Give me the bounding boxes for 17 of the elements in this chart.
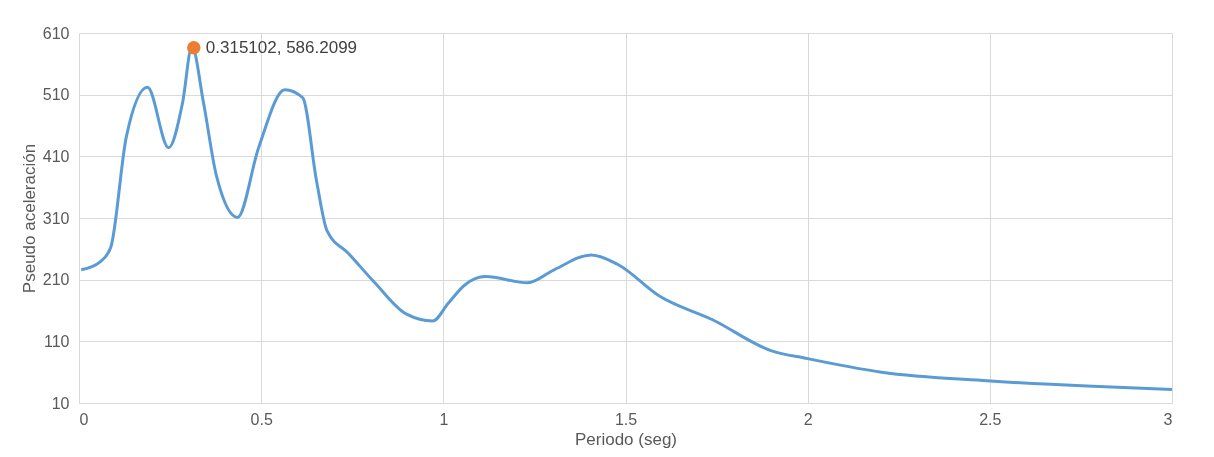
x-tick-label: 3 [1163,410,1173,428]
y-tick-label: 310 [42,209,70,227]
x-tick-label: 2 [803,410,813,428]
x-tick-label: 0.5 [250,410,273,428]
y-tick-label: 10 [51,394,70,412]
x-tick-label: 2.5 [979,410,1002,428]
x-tick-label: 0 [79,410,89,428]
y-tick-label: 610 [42,24,70,42]
data-label: 0.315102, 586.2099 [205,37,358,57]
y-tick-label: 410 [42,147,70,165]
y-tick-label: 110 [43,332,70,350]
x-tick-label: 1 [439,410,449,428]
y-tick-label: 510 [42,86,70,104]
y-axis-title: Pseudo aceleración [19,143,39,294]
x-axis-title: Periodo (seg) [574,429,678,449]
y-tick-label: 210 [42,271,70,289]
x-tick-label: 1.5 [614,410,638,428]
